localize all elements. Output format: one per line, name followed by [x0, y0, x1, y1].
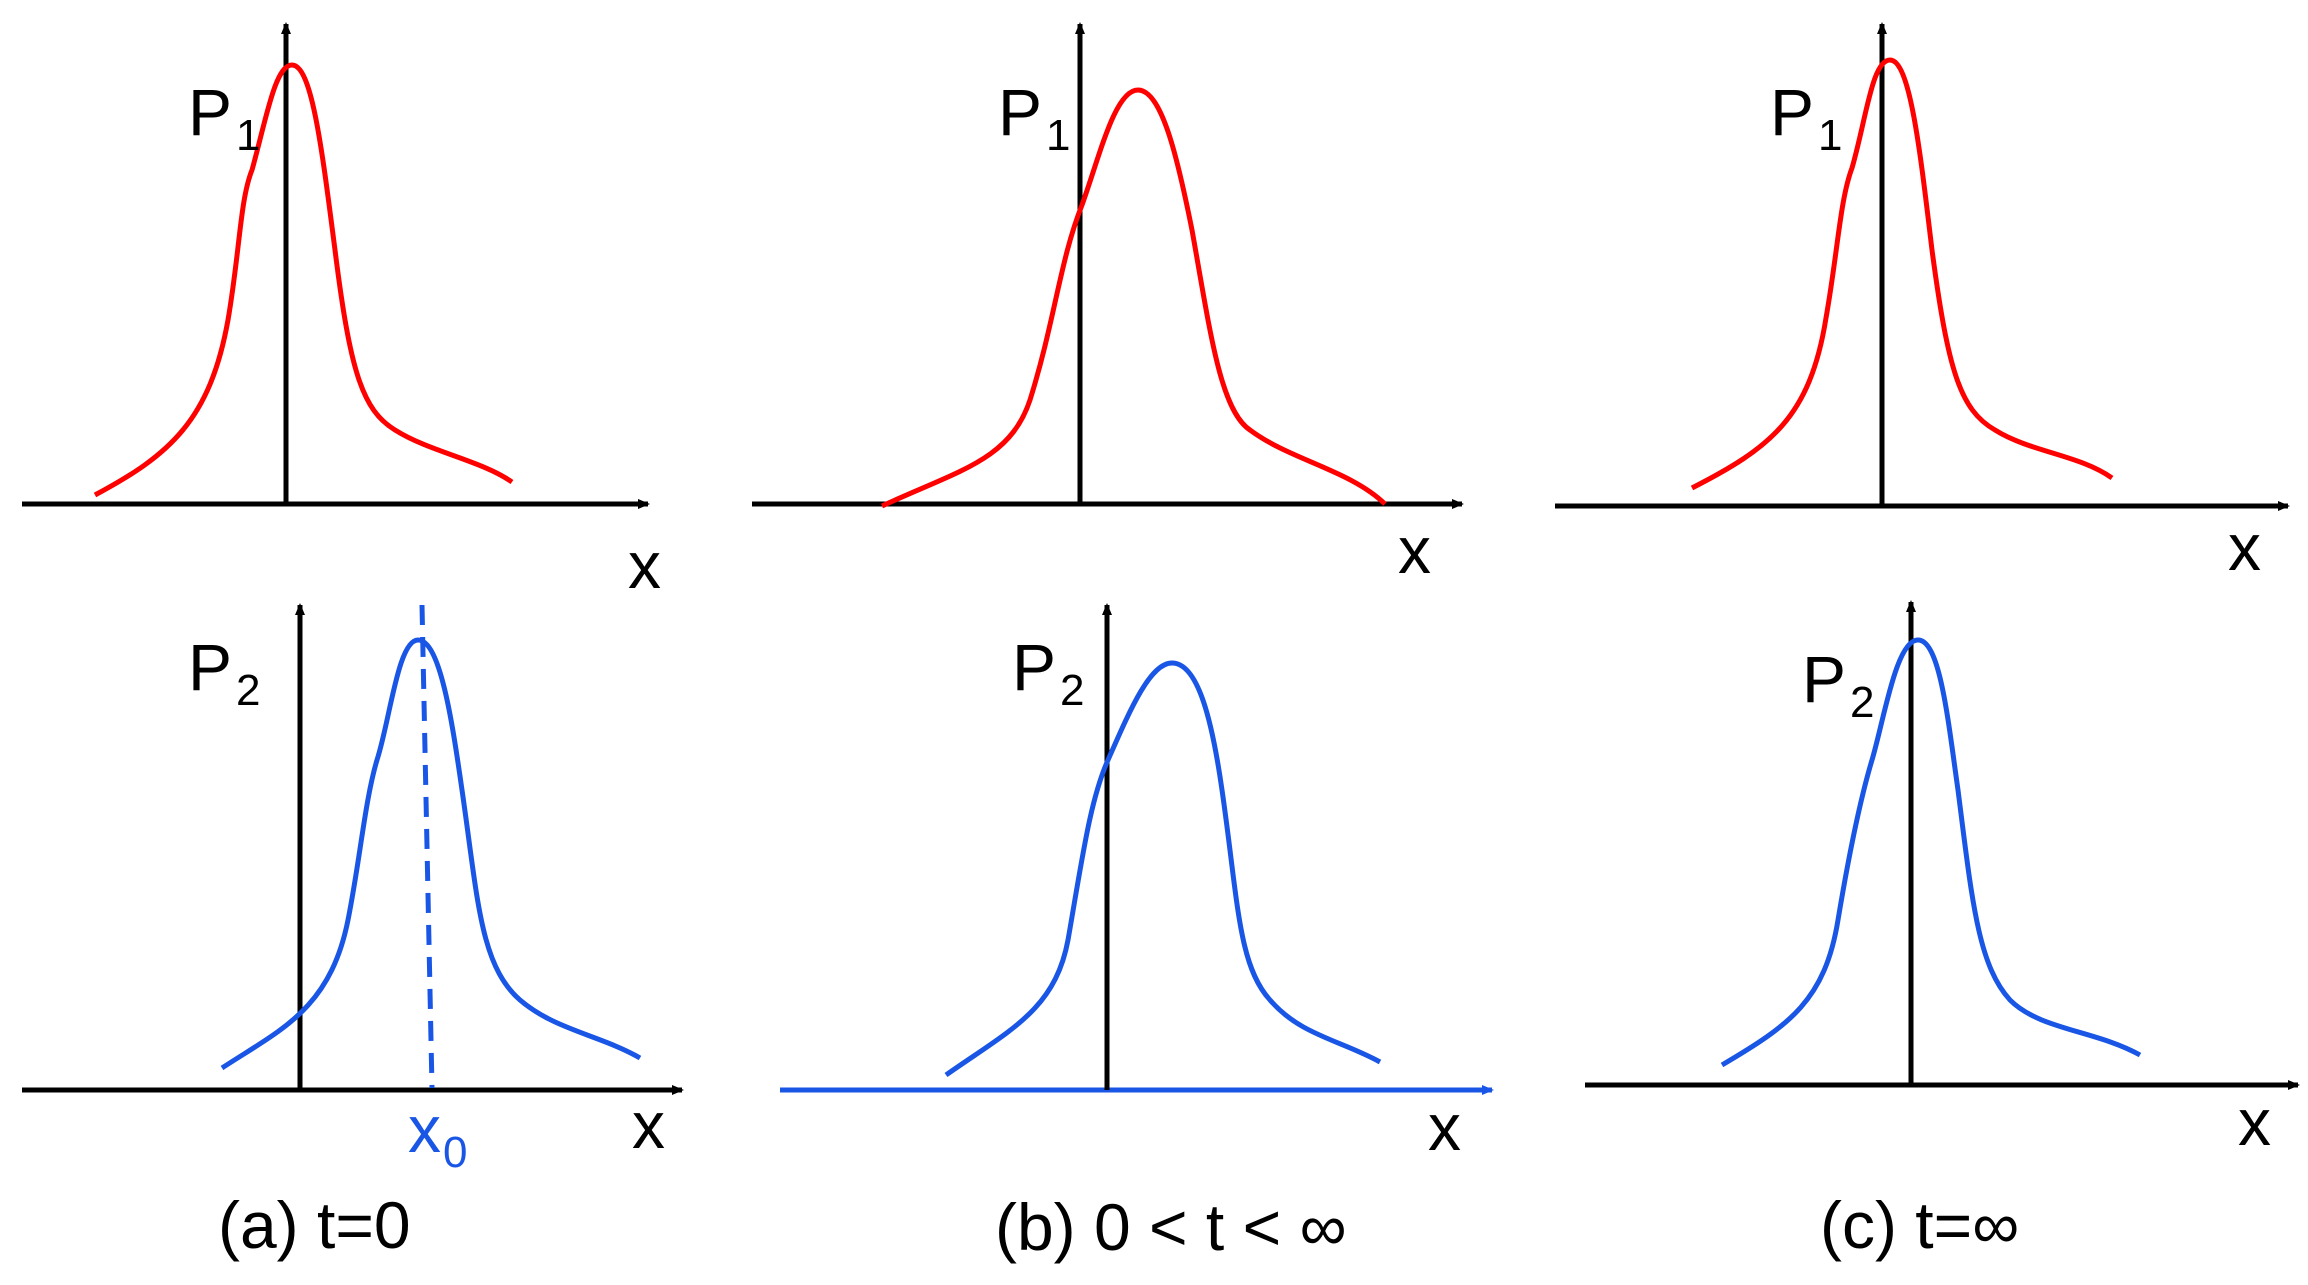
panel-a: P1 x P2 x x0 (a) t=0 — [22, 22, 684, 1262]
caption: (b) 0 < t < ∞ — [995, 1190, 1347, 1264]
p1-curve — [93, 62, 514, 498]
p1-curve — [1690, 57, 2114, 491]
x0-marker-line — [419, 604, 435, 1089]
panel-b: P1 x P2 x (b) 0 < t < ∞ — [752, 22, 1494, 1264]
x-label: x — [2228, 510, 2261, 584]
panel-c-bottom: P2 x — [1585, 600, 2300, 1159]
p2-curve — [220, 637, 642, 1071]
caption: (a) t=0 — [218, 1188, 411, 1262]
panel-b-bottom: P2 x — [780, 603, 1494, 1164]
y-label: P2 — [188, 630, 261, 715]
y-label: P2 — [1012, 630, 1085, 715]
x-label: x — [1398, 513, 1431, 587]
x-label: x — [1428, 1090, 1461, 1164]
panel-b-top: P1 x — [752, 22, 1464, 587]
x-label: x — [628, 528, 661, 602]
y-label: P1 — [1770, 75, 1843, 160]
y-label: P1 — [998, 75, 1071, 160]
x-label: x — [2238, 1085, 2271, 1159]
caption: (c) t=∞ — [1820, 1188, 2019, 1262]
panel-c: P1 x P2 x (c) t=∞ — [1555, 22, 2300, 1262]
panel-a-top: P1 x — [22, 22, 661, 602]
panel-c-top: P1 x — [1555, 22, 2290, 584]
y-label: P2 — [1802, 642, 1875, 727]
p2-curve — [1720, 637, 2142, 1068]
panel-a-bottom: P2 x x0 — [22, 603, 684, 1177]
p1-curve — [880, 87, 1387, 509]
y-label: P1 — [188, 75, 261, 160]
x0-marker-label: x0 — [408, 1092, 467, 1177]
p2-curve — [944, 660, 1382, 1078]
x-label: x — [632, 1088, 665, 1162]
